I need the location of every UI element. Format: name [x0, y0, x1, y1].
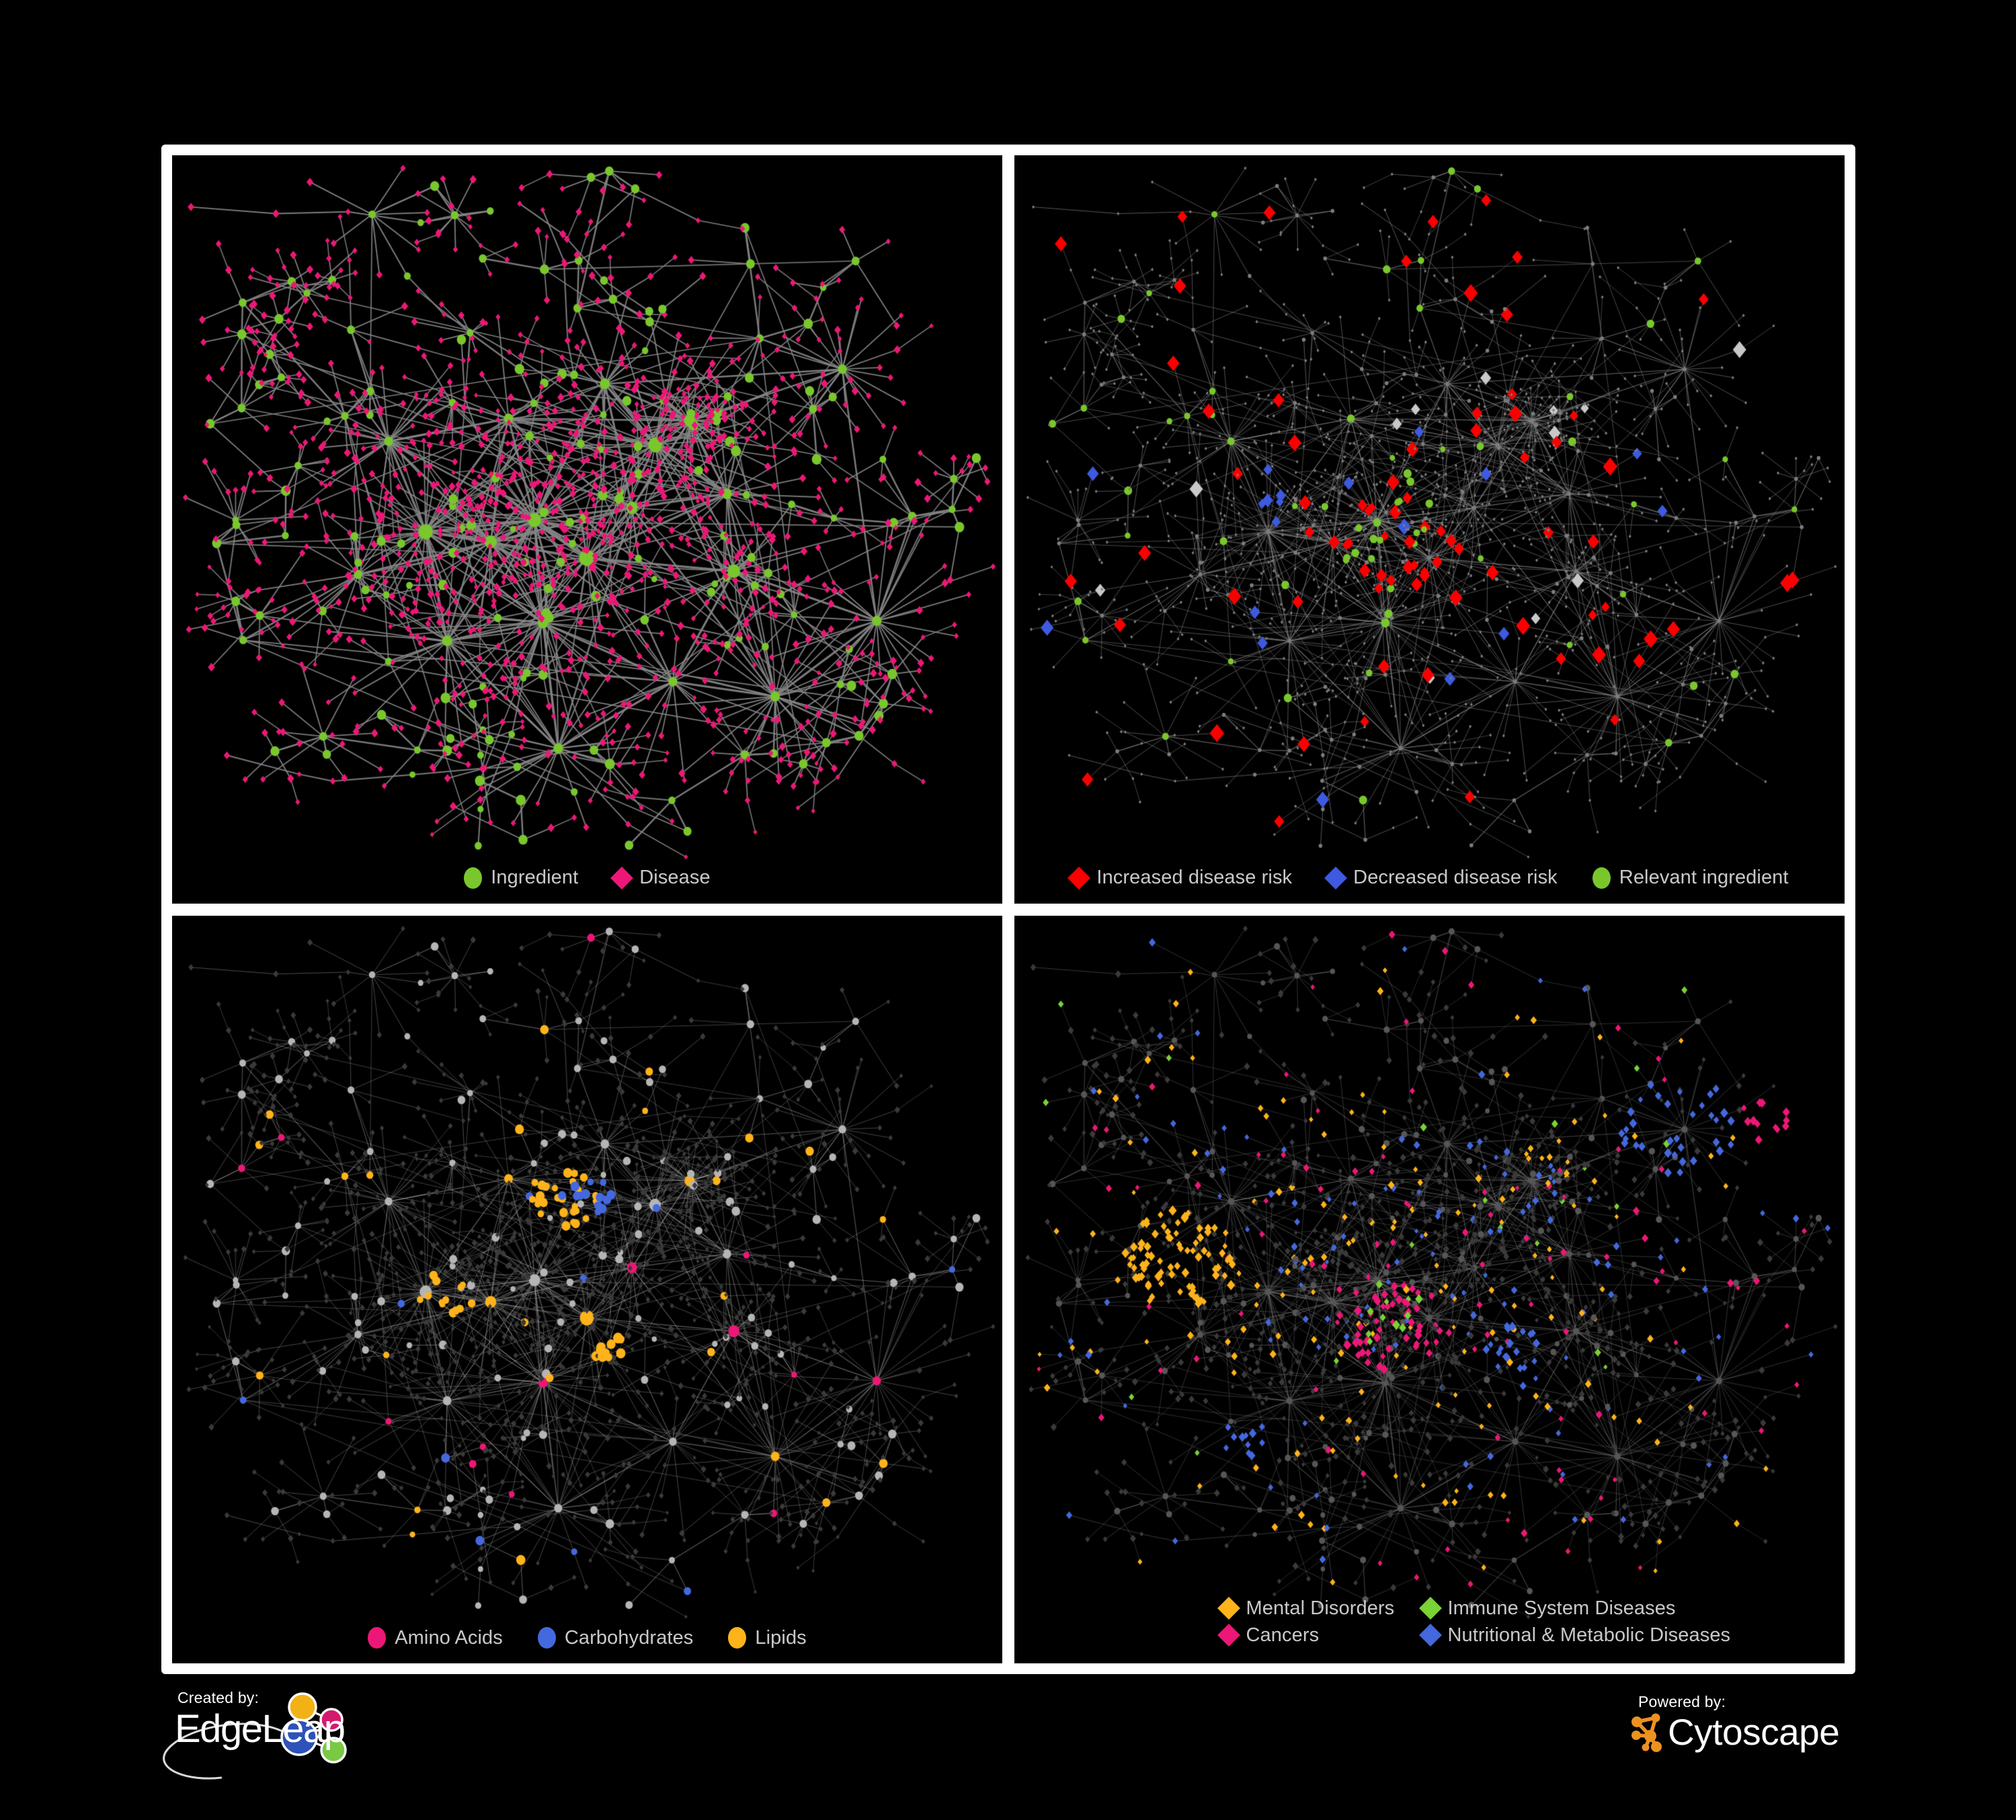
panel-ingredient-classes[interactable]: Amino Acids Carbohydrates Lipids	[172, 915, 1002, 1663]
cytoscape-wordmark: Cytoscape	[1668, 1711, 1840, 1753]
figure-footer: Created by: EdgeLeap Powered by:	[161, 1681, 1855, 1802]
edgeleap-node-pink	[319, 1708, 344, 1732]
panel-ingredient-disease[interactable]: Ingredient Disease	[172, 155, 1002, 904]
edgeleap-wordmark: EdgeLeap	[175, 1707, 346, 1751]
edgeleap-network-icon	[163, 1692, 347, 1780]
cytoscape-network-icon	[1631, 1713, 1662, 1752]
panel-disease-risk[interactable]: Increased disease risk Decreased disease …	[1014, 155, 1845, 904]
network-canvas-panel3	[172, 915, 1002, 1663]
network-canvas-panel4	[1014, 915, 1845, 1663]
edgeleap-node-blue	[280, 1718, 318, 1756]
network-canvas-panel1	[172, 155, 1002, 904]
cytoscape-logo[interactable]: Powered by: Cytoscape	[1566, 1693, 1855, 1780]
edgeleap-node-green	[320, 1737, 347, 1764]
created-by-label: Created by:	[177, 1689, 259, 1706]
panel-grid-frame: Ingredient Disease Increased disease risk…	[161, 145, 1855, 1674]
panel-disease-classes[interactable]: Mental Disorders Immune System Diseases Ca…	[1014, 915, 1845, 1663]
edgeleap-logo[interactable]: Created by: EdgeLeap	[161, 1685, 450, 1786]
network-canvas-panel2	[1014, 155, 1845, 904]
powered-by-label: Powered by:	[1638, 1693, 1726, 1710]
